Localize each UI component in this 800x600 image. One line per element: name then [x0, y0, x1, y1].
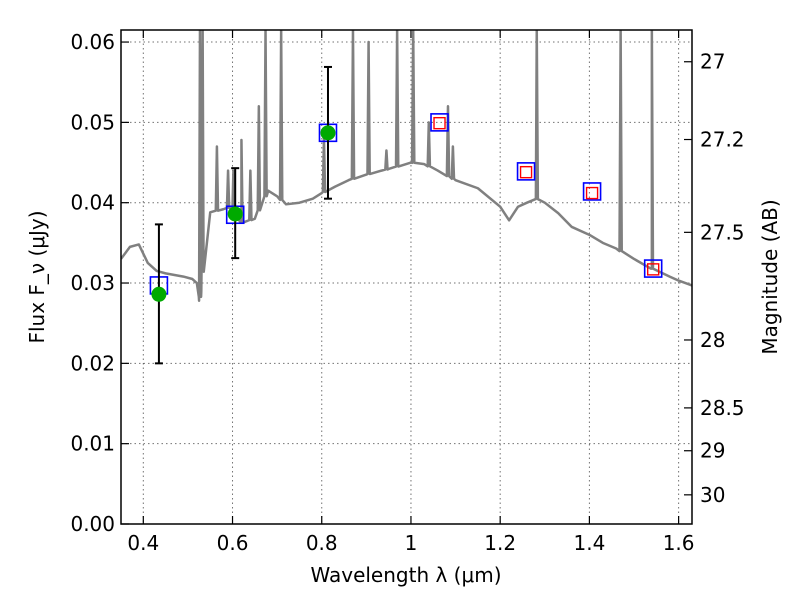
- model-spectrum-line: [121, 30, 692, 302]
- y-axis-label: Flux F_ν (μJy): [25, 210, 49, 343]
- plot-frame: [120, 29, 693, 525]
- spectrum-layer: [121, 30, 692, 302]
- right-tick-label: 27.2: [700, 128, 745, 152]
- detection-point: [227, 206, 243, 222]
- upper-limit-square: [519, 165, 533, 179]
- y-tick-label: 0.00: [70, 512, 115, 536]
- x-tick-label: 0.8: [306, 531, 338, 555]
- right-tick-label: 27.5: [700, 220, 745, 244]
- right-tick-label: 29: [700, 439, 725, 463]
- model-photometry-square: [582, 182, 602, 201]
- y-tick-label: 0.05: [70, 110, 115, 134]
- data-points-layer: [149, 65, 663, 365]
- x-tick-label: 1.2: [484, 531, 516, 555]
- x-tick-label: 1.6: [663, 531, 695, 555]
- model-photometry-square: [516, 162, 536, 181]
- x-axis-label: Wavelength λ (μm): [310, 563, 501, 587]
- detection-point: [320, 125, 336, 141]
- right-tick-label: 30: [700, 483, 725, 507]
- grid-lines: [121, 30, 692, 525]
- right-axis-label: Magnitude (AB): [758, 199, 782, 354]
- detection-point: [151, 286, 167, 302]
- y-tick-label: 0.03: [70, 271, 115, 295]
- upper-limit-square: [433, 116, 446, 130]
- axis-ticks: [121, 30, 692, 525]
- y-tick-label: 0.02: [70, 351, 115, 375]
- right-tick-label: 28.5: [700, 396, 745, 420]
- right-tick-label: 27: [700, 50, 725, 74]
- tick-labels: 0.4 0.6 0.8 1 1.2 1.4 1.6 0.00 0.01 0.02 0.03 0.04 0…: [70, 30, 744, 555]
- x-tick-label: 1.4: [573, 531, 605, 555]
- x-tick-label: 1: [405, 531, 418, 555]
- upper-limit-square: [646, 263, 660, 276]
- upper-limit-square: [585, 186, 599, 200]
- y-tick-label: 0.06: [70, 30, 115, 54]
- y-tick-label: 0.04: [70, 191, 115, 215]
- right-tick-label: 28: [700, 328, 725, 352]
- model-photometry-square: [430, 113, 449, 132]
- x-tick-label: 0.6: [217, 531, 249, 555]
- y-tick-label: 0.01: [70, 432, 115, 456]
- model-photometry-square: [643, 259, 663, 278]
- x-tick-label: 0.4: [127, 531, 159, 555]
